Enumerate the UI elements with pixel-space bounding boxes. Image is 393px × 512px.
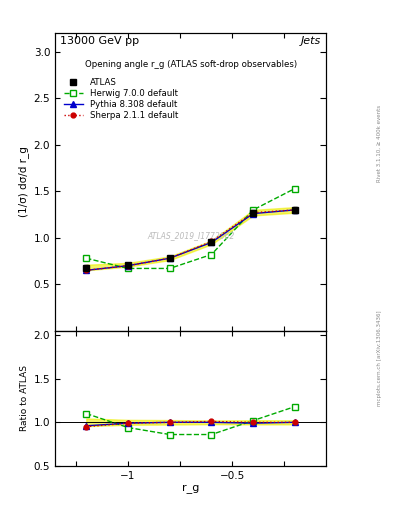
Text: mcplots.cern.ch [arXiv:1306.3436]: mcplots.cern.ch [arXiv:1306.3436] [377, 311, 382, 406]
Text: Opening angle r_g (ATLAS soft-drop observables): Opening angle r_g (ATLAS soft-drop obser… [84, 60, 297, 69]
Text: 13000 GeV pp: 13000 GeV pp [61, 36, 140, 46]
Text: Rivet 3.1.10, ≥ 400k events: Rivet 3.1.10, ≥ 400k events [377, 105, 382, 182]
Legend: ATLAS, Herwig 7.0.0 default, Pythia 8.308 default, Sherpa 2.1.1 default: ATLAS, Herwig 7.0.0 default, Pythia 8.30… [62, 76, 180, 122]
Y-axis label: (1/σ) dσ/d r_g: (1/σ) dσ/d r_g [18, 146, 29, 218]
Y-axis label: Ratio to ATLAS: Ratio to ATLAS [20, 366, 29, 431]
Text: ATLAS_2019_I1772062: ATLAS_2019_I1772062 [147, 231, 234, 240]
X-axis label: r_g: r_g [182, 483, 199, 494]
Text: Jets: Jets [301, 36, 321, 46]
